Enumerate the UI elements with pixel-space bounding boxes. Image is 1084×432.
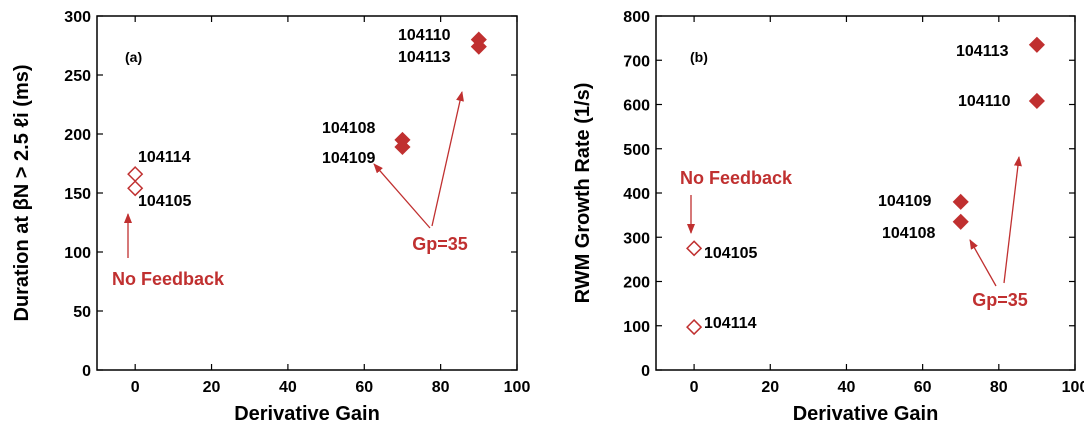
y-tick-label: 500 (623, 142, 650, 159)
x-tick-label: 20 (203, 379, 221, 396)
data-point-104109 (394, 138, 411, 156)
x-tick-label: 100 (1062, 379, 1084, 396)
y-tick-label: 0 (82, 363, 91, 380)
y-tick-label: 150 (64, 186, 91, 203)
point-label-104114: 104114 (138, 149, 191, 166)
x-tick-label: 40 (838, 379, 856, 396)
x-axis-title: Derivative Gain (234, 403, 380, 425)
y-axis-title: RWM Growth Rate (1/s) (572, 83, 594, 304)
chart-panel-b: 0 20 40 60 80 100 0 100 200 300 400 500 600 700 800 Der… (572, 9, 1084, 425)
x-tick-label: 0 (690, 379, 699, 396)
annotation-gp35: Gp=35 (972, 290, 1028, 310)
panel-label: (a) (125, 49, 142, 65)
y-axis-title: Duration at βN > 2.5 ℓi (ms) (11, 64, 33, 321)
annotation-no-feedback: No Feedback (680, 168, 793, 188)
y-tick-label: 100 (623, 319, 650, 336)
point-label-104108: 104108 (322, 120, 375, 137)
chart-panel-a: 0 20 40 60 80 100 0 50 100 150 200 250 300 Derivative… (11, 9, 530, 425)
y-tick-label: 50 (73, 304, 91, 321)
y-tick-label: 700 (623, 53, 650, 70)
annotation-arrow (373, 163, 431, 229)
point-label-104110: 104110 (398, 27, 451, 44)
annotation-arrow (431, 91, 464, 227)
y-tick-label: 250 (64, 68, 91, 85)
x-tick-label: 80 (432, 379, 450, 396)
annotation-gp35: Gp=35 (412, 234, 468, 254)
point-label-104108: 104108 (882, 225, 935, 242)
data-point-104113 (1028, 36, 1045, 53)
x-tick-label: 40 (279, 379, 297, 396)
point-label-104113: 104113 (398, 49, 451, 66)
x-tick-label: 100 (504, 379, 531, 396)
y-tick-label: 300 (64, 9, 91, 26)
data-point-104105 (127, 180, 144, 197)
y-tick-label: 200 (64, 127, 91, 144)
data-point-104113 (470, 38, 487, 55)
point-label-104109: 104109 (878, 193, 931, 210)
point-label-104105: 104105 (704, 245, 757, 262)
y-tick-label: 100 (64, 245, 91, 262)
annotation-arrow (1003, 156, 1022, 284)
y-tick-label: 400 (623, 186, 650, 203)
data-point-104114 (686, 319, 703, 336)
panel-label: (b) (690, 49, 708, 65)
point-label-104109: 104109 (322, 150, 375, 167)
point-label-104105: 104105 (138, 193, 191, 210)
point-label-104113: 104113 (956, 43, 1009, 60)
x-tick-label: 60 (355, 379, 373, 396)
y-tick-label: 300 (623, 230, 650, 247)
x-tick-label: 20 (761, 379, 779, 396)
data-point-104108 (952, 213, 969, 230)
x-axis-title: Derivative Gain (793, 403, 939, 425)
data-point-104114 (127, 166, 144, 183)
x-tick-label: 80 (990, 379, 1008, 396)
data-point-104110 (1028, 92, 1045, 110)
point-label-104110: 104110 (958, 93, 1011, 110)
x-tick-label: 60 (914, 379, 932, 396)
data-point-104105 (686, 240, 703, 257)
point-label-104114: 104114 (704, 315, 757, 332)
y-tick-label: 600 (623, 98, 650, 115)
x-tick-label: 0 (131, 379, 140, 396)
y-tick-label: 0 (641, 363, 650, 380)
annotation-arrow (969, 239, 997, 287)
y-tick-label: 800 (623, 9, 650, 26)
annotation-no-feedback: No Feedback (112, 269, 225, 289)
data-point-104109 (952, 193, 969, 210)
y-tick-label: 200 (623, 275, 650, 292)
